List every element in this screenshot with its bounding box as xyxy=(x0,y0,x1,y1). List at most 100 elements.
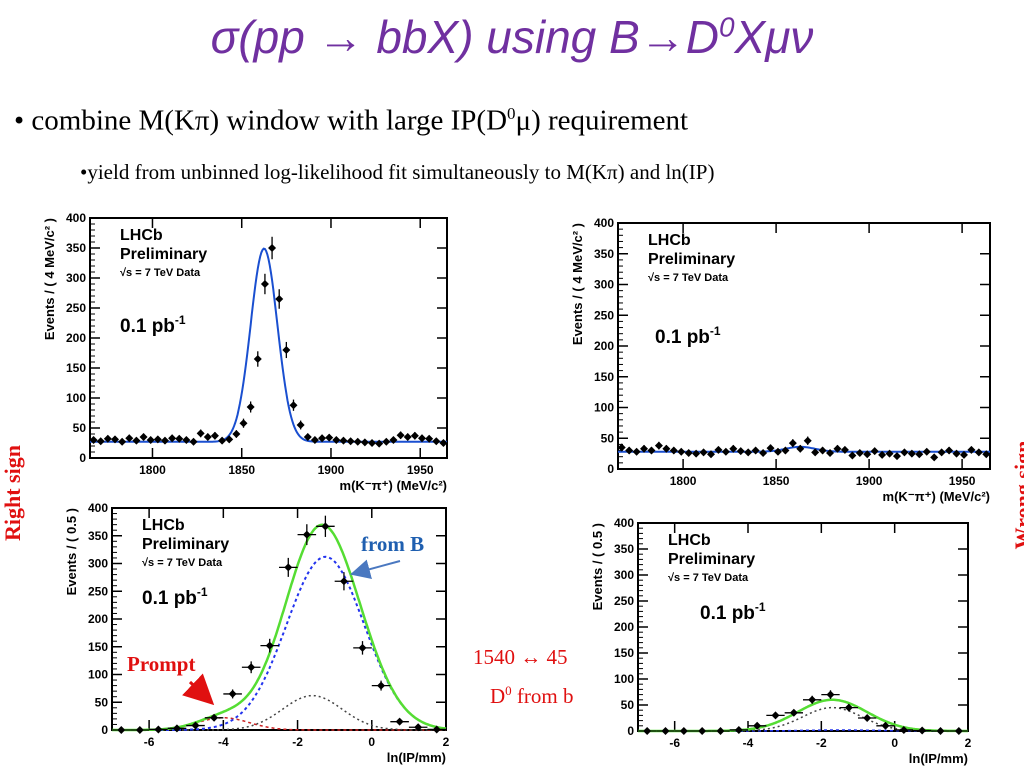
energy-label: √s = 7 TeV Data xyxy=(668,572,749,584)
y-tick-label: 300 xyxy=(594,278,614,292)
y-tick-label: 0 xyxy=(79,451,86,465)
right-sign-lnip-plot: 0 50 100 150 200 250 300 350 400 -6 -4 -2 0 2ln(IP/mm… xyxy=(64,501,450,765)
data-point xyxy=(744,448,753,457)
luminosity-label: 0.1 pb-1 xyxy=(142,585,208,609)
y-tick-label: 50 xyxy=(601,431,615,445)
right-sign-mass-plot: 0 50 100 150 200 250 300 350 400 1800 1850 1900 1950… xyxy=(42,211,448,493)
y-tick-label: 400 xyxy=(88,501,108,515)
data-point xyxy=(425,434,434,443)
y-tick-label: 400 xyxy=(594,216,614,230)
y-tick-label: 150 xyxy=(66,361,86,375)
y-axis-label: Events / ( 0.5 ) xyxy=(590,523,605,610)
title-main: σ(pp → bbX) using B→D xyxy=(210,11,719,63)
data-point xyxy=(811,448,820,457)
energy-label: √s = 7 TeV Data xyxy=(142,557,223,569)
x-tick-label: 1850 xyxy=(763,474,790,488)
x-tick-label: 1850 xyxy=(228,463,255,477)
data-point xyxy=(796,444,805,453)
data-point xyxy=(625,446,634,455)
y-tick-label: 150 xyxy=(614,646,634,660)
y-tick-label: 400 xyxy=(614,516,634,530)
title-tail: Xμν xyxy=(734,11,814,63)
y-tick-label: 300 xyxy=(66,271,86,285)
prompt-arrow xyxy=(182,673,215,706)
data-point xyxy=(661,727,670,735)
data-point xyxy=(771,711,780,720)
x-tick-label: -4 xyxy=(743,736,754,750)
data-point xyxy=(954,727,963,735)
y-tick-label: 350 xyxy=(66,241,86,255)
data-point xyxy=(189,437,198,446)
y-tick-label: 200 xyxy=(614,620,634,634)
data-point xyxy=(353,437,362,446)
x-tick-label: -4 xyxy=(218,735,229,749)
data-point xyxy=(959,450,968,459)
data-point xyxy=(418,434,427,443)
data-point xyxy=(282,346,291,354)
y-tick-label: 200 xyxy=(88,612,108,626)
y-axis-label: Events / ( 4 MeV/c² ) xyxy=(42,218,57,340)
y-tick-label: 50 xyxy=(621,698,635,712)
d0-pre: D xyxy=(490,684,506,708)
data-point xyxy=(692,449,701,458)
x-axis-label: ln(IP/mm) xyxy=(909,751,968,766)
data-point xyxy=(643,727,652,735)
x-tick-label: 0 xyxy=(891,736,898,750)
data-point xyxy=(358,643,367,652)
data-point xyxy=(899,725,908,734)
y-tick-label: 200 xyxy=(66,331,86,345)
data-point xyxy=(766,444,775,453)
slide-title: σ(pp → bbX) using B→D0Xμν xyxy=(0,10,1024,64)
data-point xyxy=(302,530,311,539)
y-tick-label: 250 xyxy=(594,308,614,322)
data-point xyxy=(132,436,141,445)
data-point xyxy=(260,280,269,288)
data-point xyxy=(826,690,835,699)
data-point xyxy=(296,421,305,429)
data-point xyxy=(118,437,127,446)
data-point xyxy=(617,443,626,452)
data-point xyxy=(677,447,686,456)
data-point xyxy=(721,447,730,456)
y-tick-label: 100 xyxy=(614,672,634,686)
y-tick-label: 250 xyxy=(88,584,108,598)
data-point xyxy=(937,448,946,457)
data-point xyxy=(284,563,293,572)
data-point xyxy=(96,437,105,446)
y-tick-label: 50 xyxy=(73,421,87,435)
data-point xyxy=(698,727,707,735)
data-point xyxy=(146,436,155,444)
wrong-sign-lnip-plot: 0 50 100 150 200 250 300 350 400 -6 -4 -2 0 2ln(IP/mm… xyxy=(590,516,972,766)
data-point xyxy=(716,727,725,735)
data-point xyxy=(885,449,894,458)
energy-label: √s = 7 TeV Data xyxy=(648,272,729,284)
data-point xyxy=(191,721,200,730)
data-point xyxy=(654,441,663,450)
data-point xyxy=(210,713,219,722)
data-point xyxy=(89,436,98,444)
data-point xyxy=(310,436,319,444)
data-point xyxy=(439,439,448,447)
from-b-label: from B xyxy=(361,532,425,556)
data-point xyxy=(325,433,334,442)
bullet-main-post: μ) requirement xyxy=(515,104,689,137)
luminosity-exponent: -1 xyxy=(710,324,721,338)
data-point xyxy=(239,419,248,428)
data-point xyxy=(203,433,212,441)
data-point xyxy=(640,444,649,453)
data-point xyxy=(368,439,377,447)
y-tick-label: 150 xyxy=(88,640,108,654)
data-point xyxy=(881,721,890,730)
data-point xyxy=(679,727,688,735)
data-point xyxy=(930,453,939,462)
data-point xyxy=(751,446,760,455)
data-point xyxy=(789,708,798,717)
data-point xyxy=(647,446,656,455)
data-point xyxy=(103,434,112,443)
y-tick-label: 200 xyxy=(594,339,614,353)
data-point xyxy=(382,437,391,446)
data-point xyxy=(275,295,284,303)
y-tick-label: 350 xyxy=(88,529,108,543)
data-point xyxy=(318,434,327,443)
data-point xyxy=(900,448,909,457)
